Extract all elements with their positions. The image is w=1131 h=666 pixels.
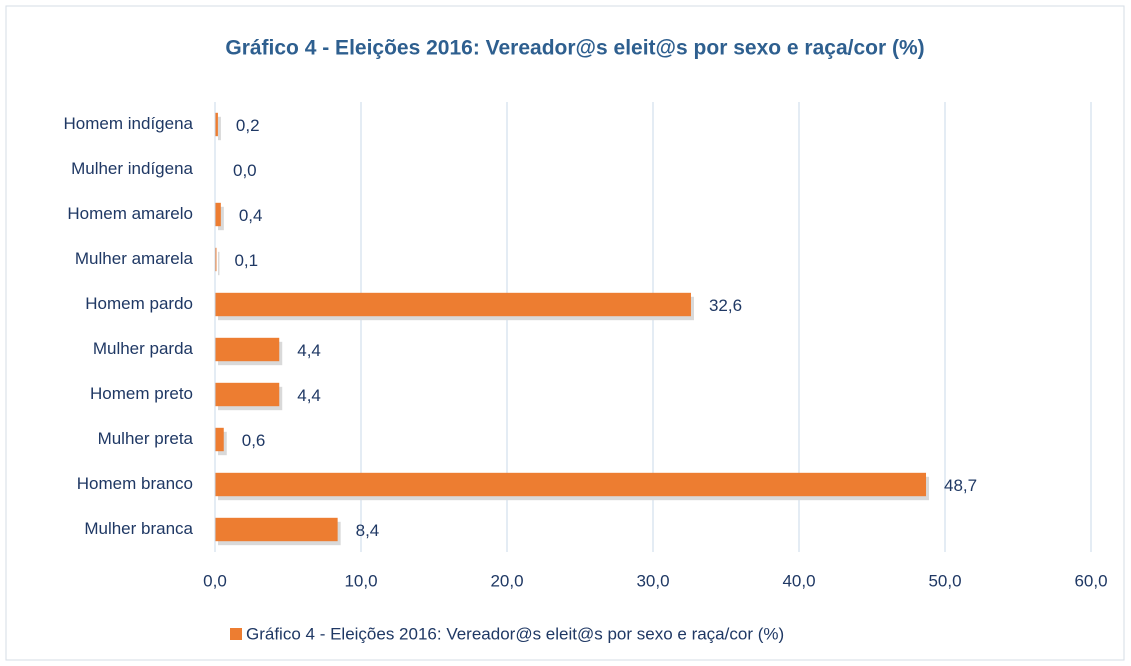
value-label: 0,1 <box>234 251 258 270</box>
bar <box>215 337 280 362</box>
bar-shadow <box>218 251 220 276</box>
value-label: 4,4 <box>297 386 321 405</box>
value-label: 8,4 <box>356 521 380 540</box>
bar-shadow <box>218 116 221 141</box>
x-tick-label: 40,0 <box>782 571 815 590</box>
bar <box>215 427 224 452</box>
legend-label: Gráfico 4 - Eleições 2016: Vereador@s el… <box>246 624 784 643</box>
y-tick-label: Mulher parda <box>93 339 194 358</box>
x-tick-label: 50,0 <box>928 571 961 590</box>
legend-swatch <box>230 628 242 640</box>
x-tick-label: 30,0 <box>636 571 669 590</box>
value-label: 0,6 <box>242 431 266 450</box>
y-tick-label: Homem amarelo <box>67 204 193 223</box>
value-label: 0,0 <box>233 161 257 180</box>
y-tick-label: Mulher branca <box>84 519 193 538</box>
bar <box>215 292 691 317</box>
x-tick-label: 10,0 <box>344 571 377 590</box>
y-tick-label: Homem pardo <box>85 294 193 313</box>
value-label: 32,6 <box>709 296 742 315</box>
bar <box>215 202 221 227</box>
value-label: 48,7 <box>944 476 977 495</box>
value-label: 4,4 <box>297 341 321 360</box>
chart-border <box>5 5 1125 661</box>
x-tick-label: 60,0 <box>1074 571 1107 590</box>
bar <box>215 472 927 497</box>
y-tick-label: Homem indígena <box>64 114 194 133</box>
bar-shadow <box>218 206 224 231</box>
x-tick-label: 0,0 <box>203 571 227 590</box>
value-label: 0,2 <box>236 116 260 135</box>
bar <box>215 247 217 272</box>
y-tick-label: Mulher indígena <box>71 159 193 178</box>
y-tick-label: Homem branco <box>77 474 193 493</box>
y-tick-label: Mulher amarela <box>75 249 194 268</box>
y-tick-label: Mulher preta <box>98 429 194 448</box>
bar <box>215 517 338 542</box>
chart-title: Gráfico 4 - Eleições 2016: Vereador@s el… <box>225 37 924 60</box>
y-tick-label: Homem preto <box>90 384 193 403</box>
bar <box>215 382 280 407</box>
x-tick-label: 20,0 <box>490 571 523 590</box>
value-label: 0,4 <box>239 206 263 225</box>
bar <box>215 112 218 137</box>
